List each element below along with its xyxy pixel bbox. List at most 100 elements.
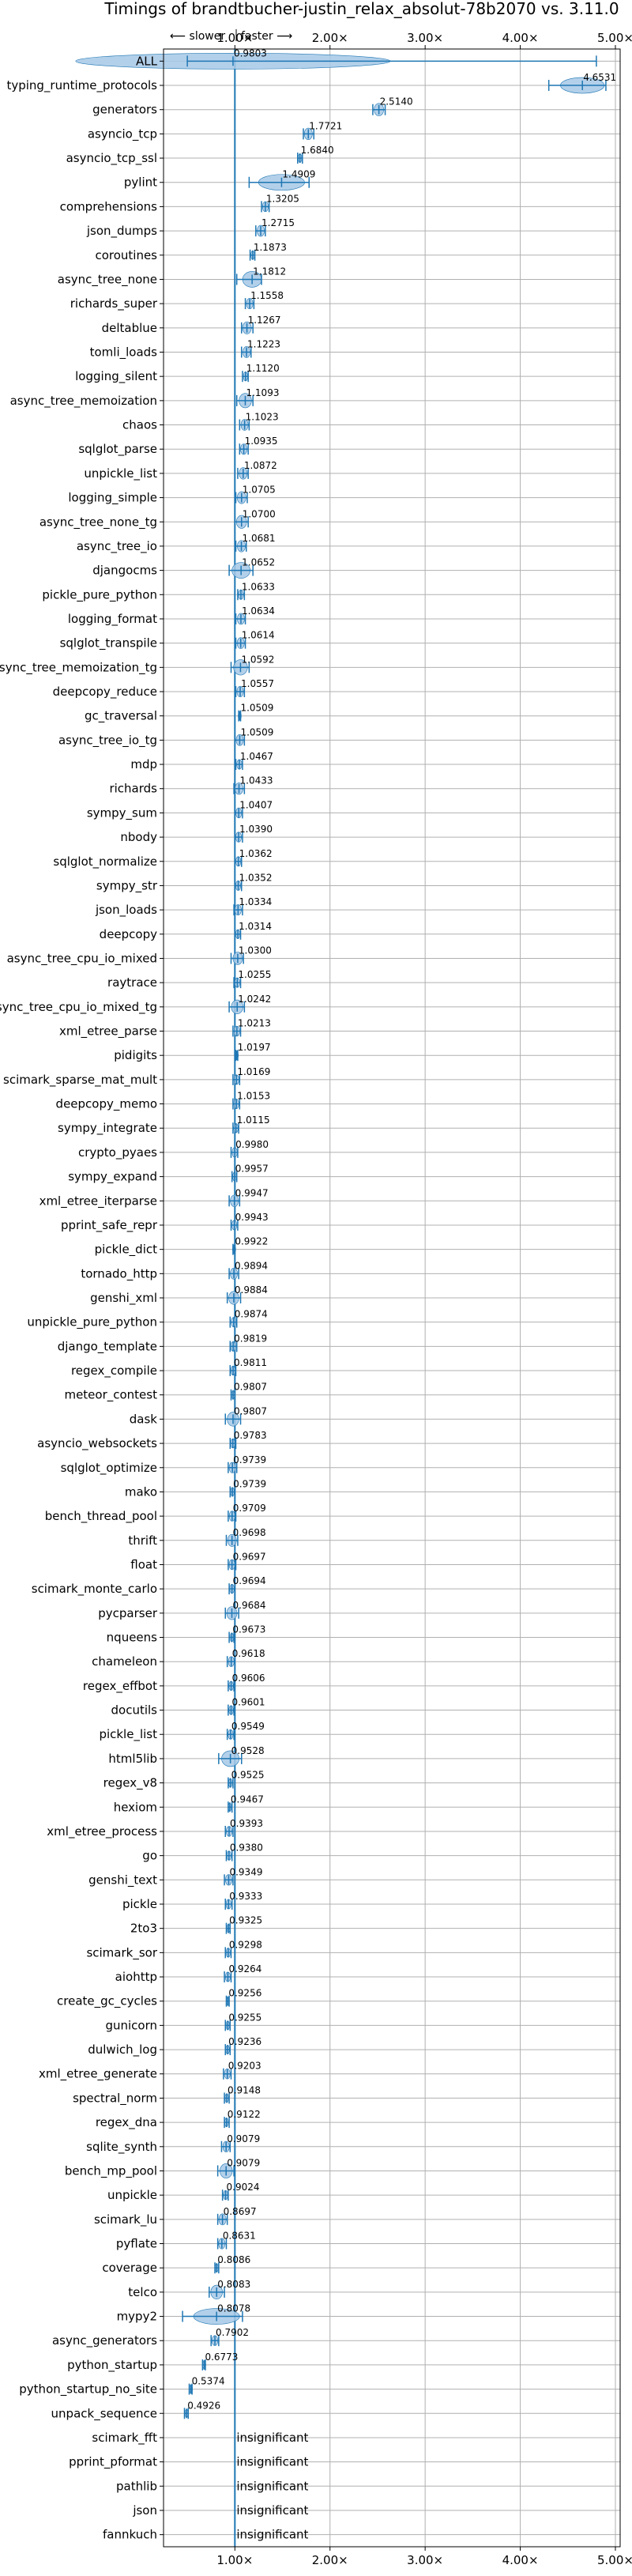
category-label: async_tree_none — [58, 272, 157, 287]
category-label: pprint_pformat — [69, 2455, 157, 2470]
value-label: 0.9122 — [228, 2109, 261, 2120]
value-label: 0.9739 — [233, 1478, 266, 1489]
value-label: 0.8631 — [223, 2231, 256, 2242]
category-label: coroutines — [95, 248, 157, 262]
category-label: typing_runtime_protocols — [6, 78, 157, 93]
category-label: bench_thread_pool — [45, 1509, 157, 1524]
category-label: chaos — [122, 418, 157, 432]
category-label: richards — [109, 782, 157, 796]
value-label: 1.0153 — [237, 1091, 270, 1102]
value-label: 0.9601 — [232, 1697, 265, 1708]
value-label: 1.0115 — [237, 1115, 270, 1126]
category-label: sympy_expand — [68, 1170, 157, 1185]
value-label: 0.9298 — [229, 1939, 262, 1950]
category-label: pprint_safe_repr — [61, 1218, 158, 1233]
value-label: 1.2715 — [261, 217, 295, 228]
label-layer: ALL typing_runtime_protocols generators asy… — [0, 47, 616, 2541]
value-label: 0.9264 — [228, 1963, 261, 1974]
category-label: bench_mp_pool — [65, 2163, 157, 2178]
x-tick-label-bottom: 3.00× — [407, 2553, 443, 2567]
value-label: 0.8086 — [217, 2254, 250, 2265]
insignificant-label: insignificant — [236, 2528, 308, 2542]
x-tick-label-top: 3.00× — [407, 31, 443, 45]
value-label: 1.0242 — [238, 994, 271, 1005]
value-label: 1.0314 — [239, 921, 272, 932]
category-label: pyflate — [116, 2237, 157, 2251]
value-label: 0.9079 — [227, 2133, 260, 2144]
value-label: 1.7721 — [309, 120, 342, 131]
value-label: 1.0509 — [240, 703, 273, 714]
value-label: 1.0352 — [239, 872, 273, 883]
value-label: 0.9024 — [227, 2182, 260, 2193]
category-label: chameleon — [92, 1654, 157, 1669]
category-label: json — [132, 2503, 157, 2518]
category-label: aiohttp — [115, 1970, 157, 1984]
value-label: 1.4909 — [282, 169, 315, 180]
value-label: 1.0614 — [242, 630, 275, 641]
category-label: logging_silent — [75, 369, 157, 384]
value-label: 1.0390 — [239, 824, 273, 835]
value-label: 0.9079 — [227, 2157, 260, 2168]
value-label: 1.1093 — [246, 387, 279, 398]
value-label: 1.0300 — [239, 945, 272, 956]
category-label: sympy_str — [96, 878, 158, 893]
value-label: 0.9148 — [228, 2084, 261, 2095]
value-label: 1.0334 — [239, 896, 272, 907]
value-label: 1.0509 — [240, 726, 273, 737]
category-label: asyncio_tcp_ssl — [66, 151, 157, 166]
value-label: 0.9606 — [232, 1673, 265, 1684]
value-label: 0.9943 — [235, 1212, 269, 1223]
category-label: pickle_list — [99, 1727, 157, 1742]
value-label: 0.9803 — [234, 47, 267, 58]
value-label: 0.9393 — [230, 1818, 263, 1829]
category-label: deepcopy_memo — [56, 1097, 157, 1112]
x-tick-label-top: 1.00× — [216, 31, 253, 45]
category-label: regex_v8 — [103, 1776, 157, 1791]
category-label: dulwich_log — [88, 2042, 157, 2057]
category-label: tornado_http — [81, 1266, 157, 1281]
value-label: 0.9957 — [235, 1164, 269, 1175]
category-label: xml_etree_generate — [39, 2067, 157, 2082]
category-label: unpickle_pure_python — [27, 1315, 157, 1330]
value-label: 0.9783 — [234, 1430, 267, 1441]
category-label: hexiom — [114, 1800, 157, 1814]
value-label: 1.1873 — [254, 242, 287, 253]
value-label: 0.5374 — [192, 2376, 225, 2387]
category-label: genshi_text — [88, 1873, 157, 1888]
category-label: mdp — [130, 757, 157, 771]
value-label: 0.4926 — [187, 2400, 220, 2411]
category-label: pickle_pure_python — [42, 587, 157, 602]
category-label: async_tree_io — [77, 539, 157, 554]
value-label: 1.0652 — [242, 557, 275, 568]
value-label: 1.0592 — [241, 654, 274, 665]
category-label: unpack_sequence — [51, 2406, 157, 2421]
category-label: json_dumps — [86, 224, 157, 239]
category-label: meteor_contest — [64, 1388, 157, 1403]
category-label: richards_super — [70, 296, 158, 311]
category-label: async_tree_memoization — [10, 394, 157, 409]
value-label: 0.9698 — [233, 1527, 266, 1538]
category-label: pathlib — [116, 2479, 157, 2493]
category-label: unpickle — [107, 2188, 157, 2202]
category-label: scimark_fft — [92, 2431, 157, 2446]
value-label: 1.0213 — [238, 1018, 271, 1029]
category-label: mypy2 — [117, 2310, 157, 2324]
category-label: html5lib — [108, 1752, 157, 1766]
value-label: 0.9694 — [233, 1575, 266, 1586]
insignificant-label: insignificant — [236, 2455, 308, 2469]
value-label: 1.0433 — [240, 775, 273, 786]
category-label: scimark_sor — [86, 1945, 157, 1960]
category-label: mako — [125, 1484, 157, 1499]
faster-hint: faster ⟶ — [241, 30, 292, 43]
value-label: 0.8083 — [217, 2279, 250, 2290]
value-label: 1.1023 — [246, 412, 279, 423]
chart-title: Timings of brandtbucher-justin_relax_abs… — [103, 0, 619, 18]
value-label: 0.9203 — [228, 2061, 261, 2072]
value-label: 1.1267 — [248, 315, 281, 326]
value-label: 1.0255 — [238, 969, 271, 980]
category-label: genshi_xml — [90, 1291, 157, 1306]
category-label: regex_effbot — [83, 1679, 157, 1694]
value-label: 0.8697 — [224, 2206, 257, 2217]
value-label: 0.9549 — [231, 1721, 265, 1732]
